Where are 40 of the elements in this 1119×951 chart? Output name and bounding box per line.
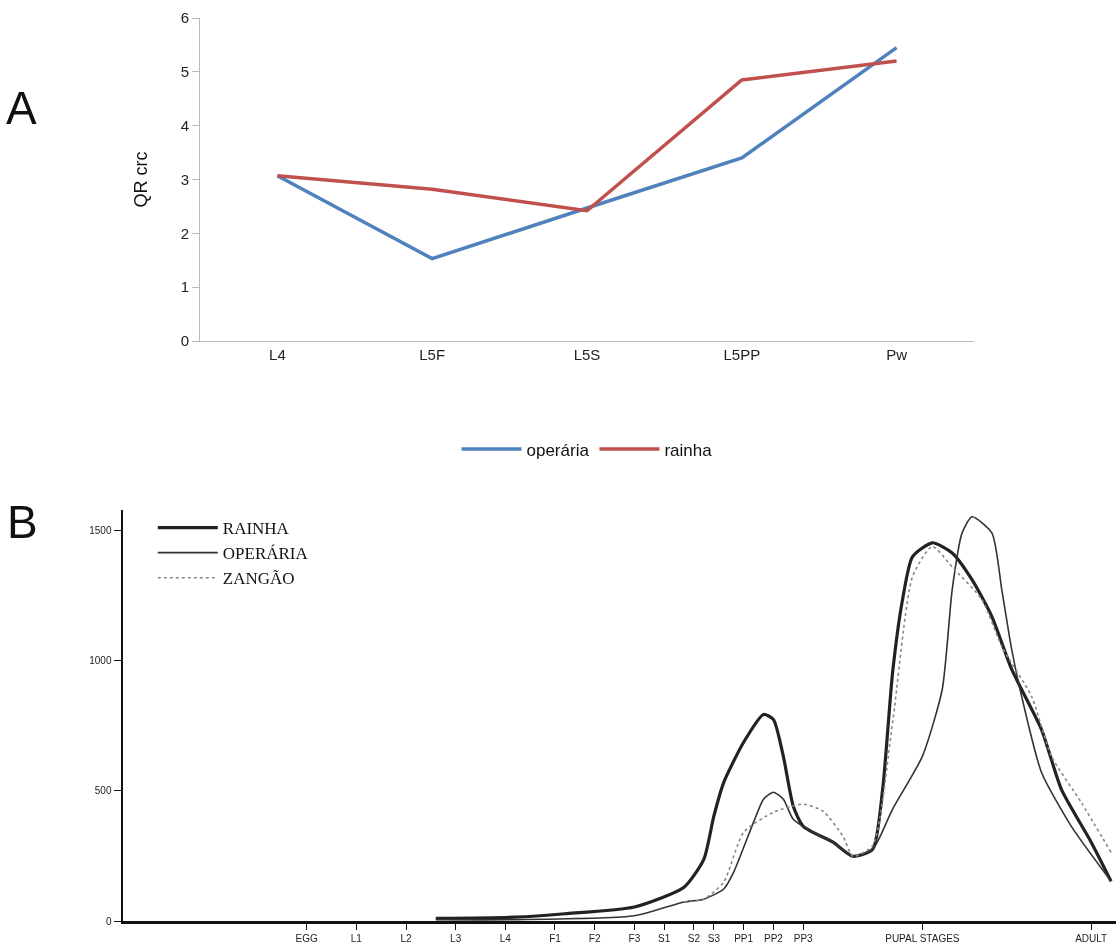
x-tick-label: S2 [687, 932, 701, 944]
y-tick-label: 6 [180, 9, 189, 27]
y-tick-label: 4 [180, 116, 189, 134]
text: B [7, 496, 38, 548]
y-tick-label: 0 [105, 915, 112, 927]
x-tick-label: L4 [269, 346, 286, 363]
x-tick-label: L5PP [723, 346, 761, 363]
x-tick-label: L4 [499, 932, 512, 944]
y-tick-label: 5 [180, 63, 189, 81]
x-tick-label: L1 [350, 932, 363, 944]
x-tick-label: PP1 [734, 932, 754, 944]
y-tick-label: 0 [180, 332, 189, 350]
x-tick-label: L5S [573, 346, 601, 363]
legend-label: ZANGÃO [222, 569, 295, 589]
x-tick-label: S3 [707, 932, 721, 944]
x-tick-label: F3 [628, 932, 641, 944]
x-tick-label: L5F [419, 346, 446, 363]
legend-label: operária [526, 440, 590, 460]
y-tick-label: 3 [180, 170, 189, 188]
x-tick-label: PUPAL STAGES [885, 932, 960, 944]
x-tick-label: L3 [450, 932, 462, 944]
x-tick-label: PP3 [793, 932, 814, 944]
legend-label: RAINHA [222, 519, 290, 539]
x-tick-label: Pw [886, 346, 908, 363]
y-tick-label: 1 [180, 278, 189, 296]
y-tick-label: 1500 [89, 525, 112, 537]
x-tick-label: F1 [549, 932, 562, 944]
legend-label: OPERÁRIA [222, 544, 309, 564]
x-tick-label: F2 [588, 932, 601, 944]
legend-label: rainha [664, 440, 713, 460]
y-axis-title: QR crc [130, 151, 151, 208]
x-tick-label: L2 [400, 932, 412, 944]
y-tick-label: 1000 [89, 655, 112, 667]
x-tick-label: ADULT [1075, 932, 1108, 944]
text: A [6, 82, 37, 134]
x-tick-label: EGG [295, 932, 319, 944]
x-tick-label: S1 [658, 932, 671, 944]
x-tick-label: PP2 [763, 932, 784, 944]
y-tick-label: 500 [94, 785, 112, 797]
y-tick-label: 2 [180, 224, 189, 242]
